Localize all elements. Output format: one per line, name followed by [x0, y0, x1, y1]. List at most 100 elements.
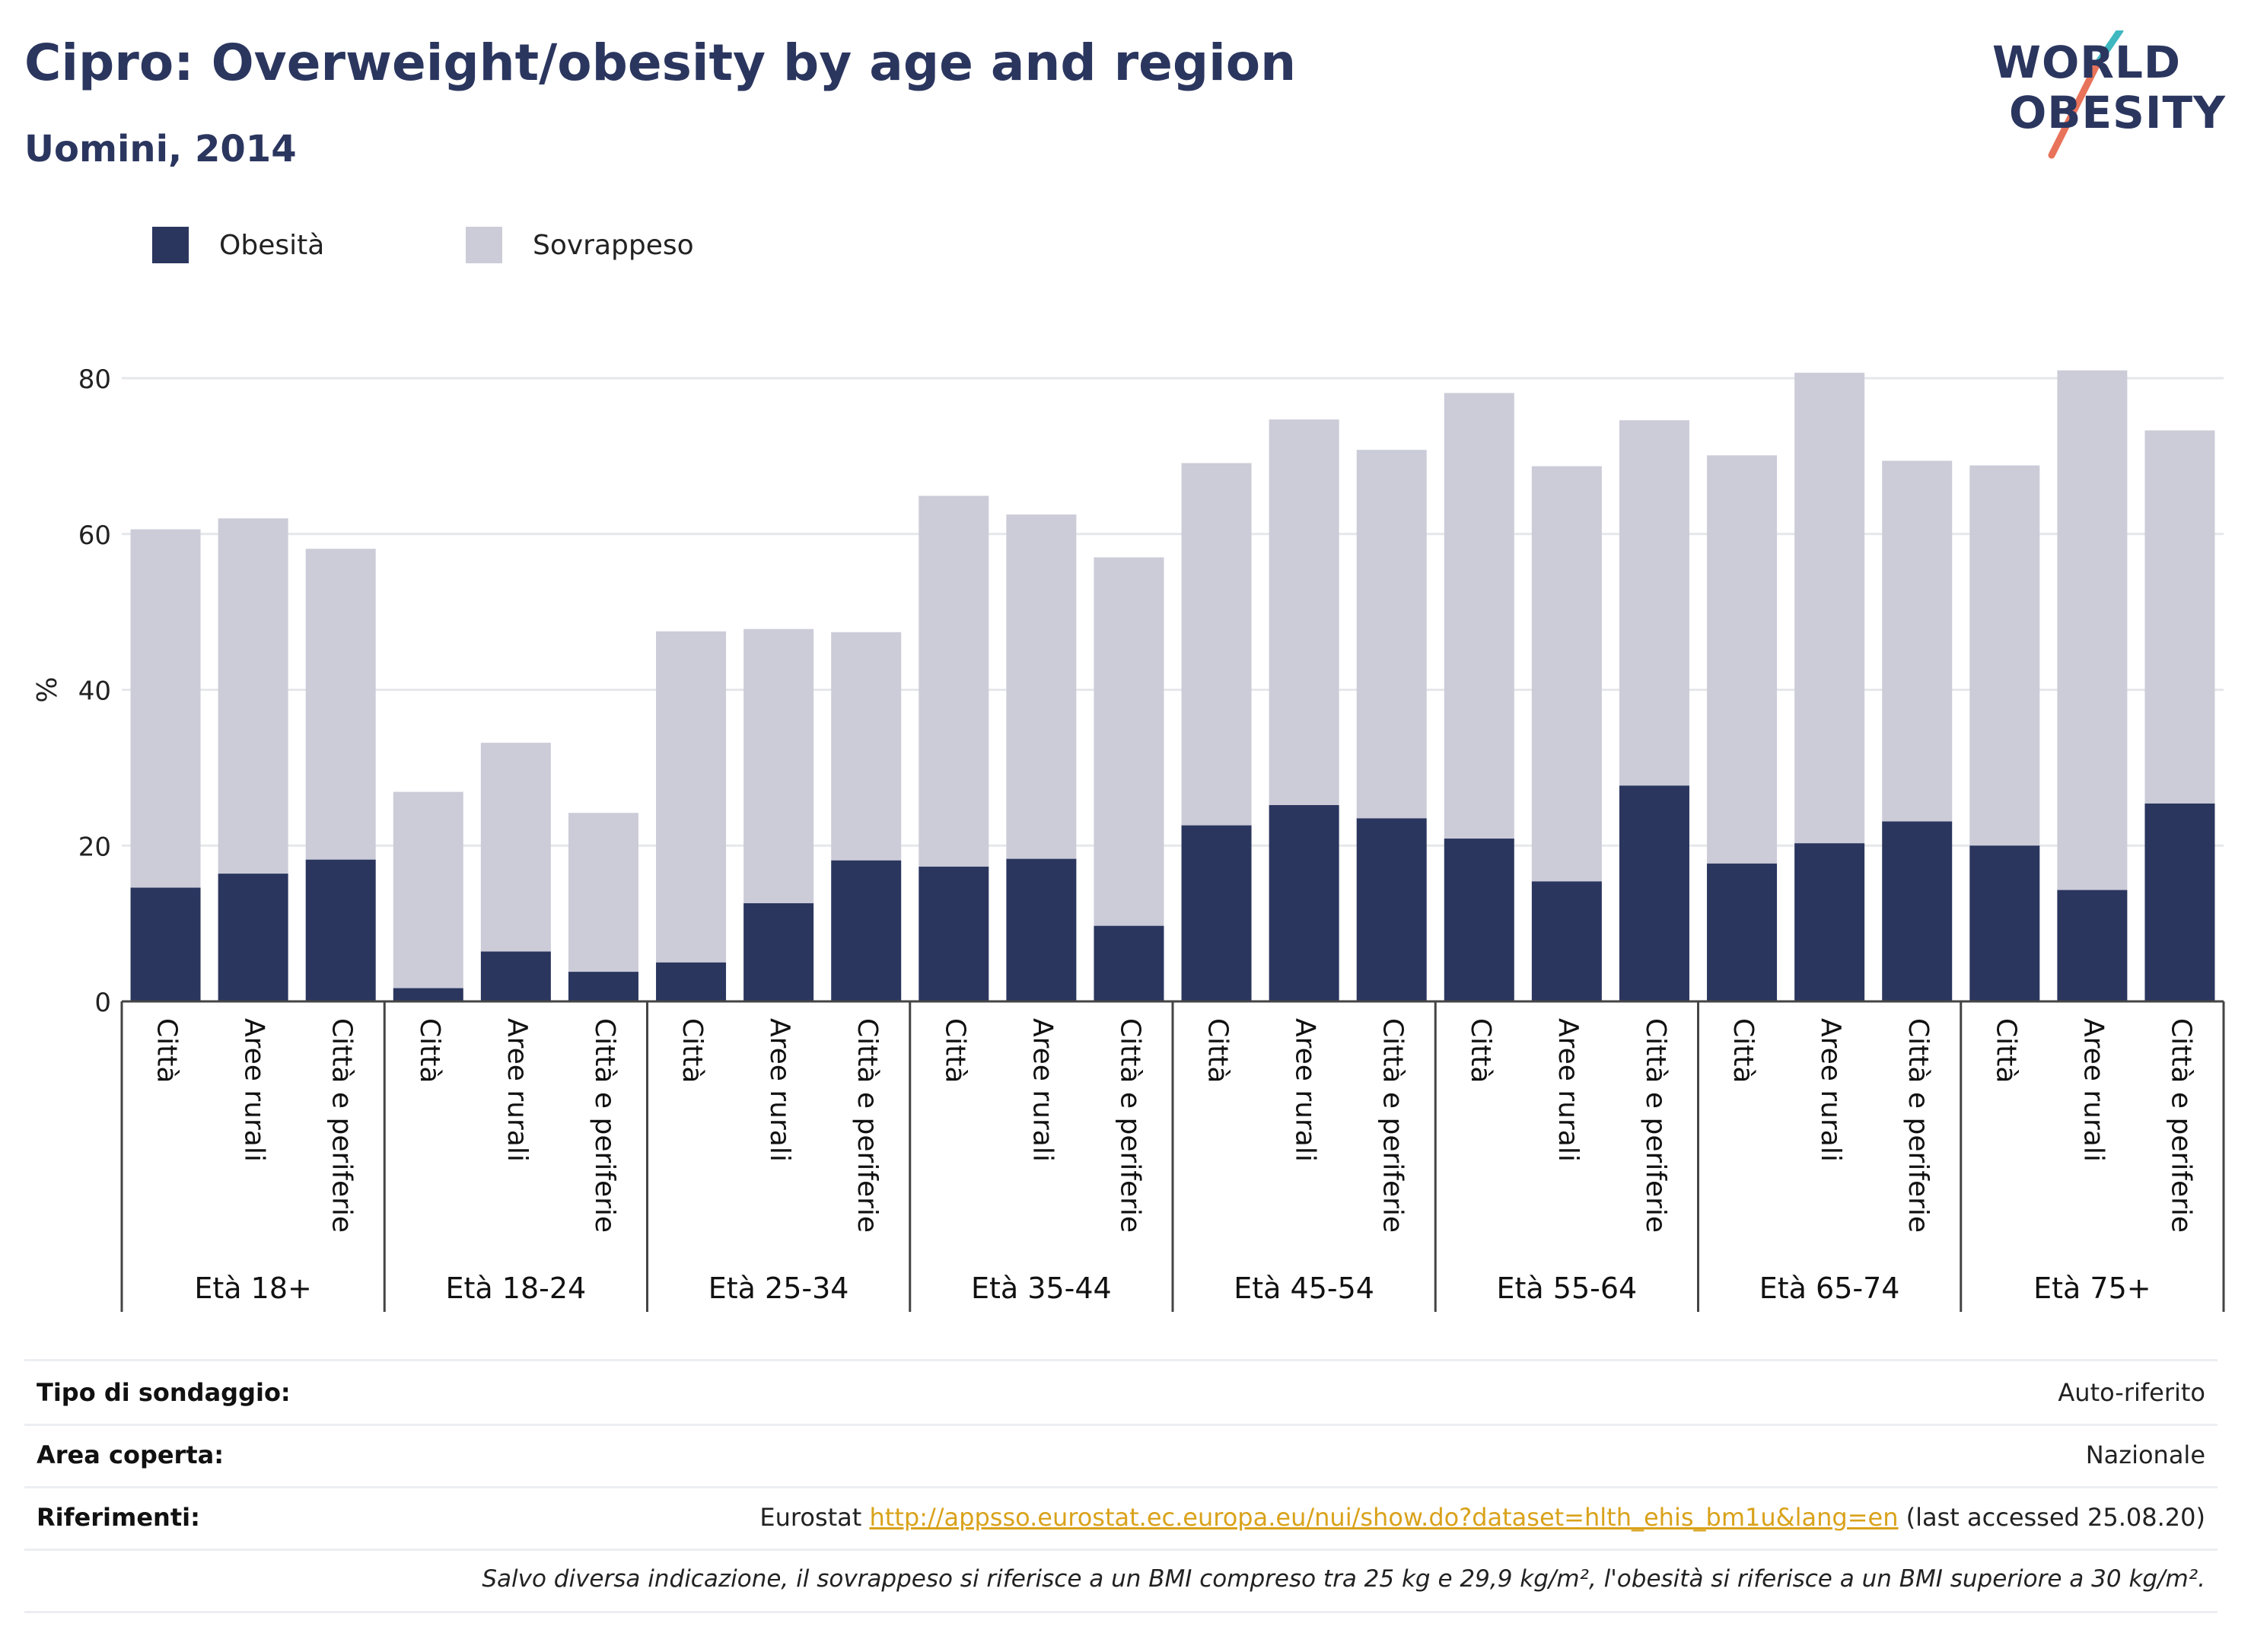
x-subcategory-label: Aree rurali	[239, 1018, 270, 1162]
logo-text-obesity: OBESITY	[2009, 87, 2227, 138]
x-subcategory-label: Aree rurali	[501, 1018, 533, 1162]
bar-obesity	[305, 859, 376, 1001]
references-accessed: (last accessed 25.08.20)	[1906, 1503, 2205, 1532]
references-label: Riferimenti:	[37, 1503, 200, 1532]
legend-label-obesity: Obesità	[219, 229, 325, 261]
bar-obesity	[656, 962, 727, 1001]
bar-obesity	[1707, 863, 1778, 1001]
bar-obesity	[743, 903, 814, 1001]
bar-overweight	[1882, 460, 1953, 822]
x-group-label: Età 18+	[194, 1272, 311, 1305]
x-group-label: Età 18-24	[446, 1272, 587, 1305]
bar-obesity	[1094, 925, 1164, 1001]
legend-label-overweight: Sovrappeso	[533, 229, 694, 261]
x-subcategory-label: Città e periferie	[1114, 1018, 1145, 1233]
x-subcategory-label: Città	[1465, 1018, 1496, 1083]
x-subcategory-label: Città	[939, 1018, 970, 1083]
x-subcategory-label: Città	[1727, 1018, 1759, 1083]
chart-subtitle: Uomini, 2014	[24, 128, 297, 170]
bar-overweight	[1969, 465, 2040, 846]
bar-obesity	[1269, 805, 1339, 1001]
y-tick-label: 60	[78, 520, 111, 551]
x-subcategory-label: Aree rurali	[1815, 1018, 1846, 1162]
bmi-note: Salvo diversa indicazione, il sovrappeso…	[482, 1565, 2205, 1593]
survey-type-label: Tipo di sondaggio:	[37, 1378, 291, 1407]
bar-obesity	[1619, 785, 1689, 1001]
info-row-references: Riferimenti: Eurostat http://appsso.euro…	[24, 1486, 2218, 1551]
world-obesity-logo: WORLD OBESITY	[1979, 30, 2230, 160]
coverage-label: Area coperta:	[37, 1440, 224, 1469]
bar-overweight	[1269, 419, 1339, 806]
bar-overweight	[1006, 514, 1077, 859]
y-tick-label: 80	[78, 364, 111, 395]
x-subcategory-label: Città e periferie	[326, 1018, 358, 1233]
bar-obesity	[1181, 825, 1252, 1001]
bar-overweight	[743, 629, 814, 904]
bar-obesity	[480, 951, 551, 1001]
x-subcategory-label: Aree rurali	[764, 1018, 795, 1162]
bar-obesity	[1356, 818, 1427, 1001]
bar-overweight	[2144, 430, 2215, 804]
bar-overweight	[218, 518, 288, 874]
bar-obesity	[831, 860, 902, 1001]
x-subcategory-label: Città e periferie	[2165, 1018, 2196, 1233]
x-group-label: Età 75+	[2033, 1272, 2151, 1305]
references-source: Eurostat	[759, 1503, 862, 1532]
survey-type-value: Auto-riferito	[2058, 1378, 2205, 1407]
bar-overweight	[2057, 370, 2128, 890]
x-group-label: Età 45-54	[1234, 1272, 1374, 1305]
bar-obesity	[1794, 843, 1865, 1001]
references-value: Eurostat http://appsso.eurostat.ec.europ…	[759, 1503, 2205, 1532]
references-link[interactable]: http://appsso.eurostat.ec.europa.eu/nui/…	[869, 1503, 1899, 1532]
info-row-note: Salvo diversa indicazione, il sovrappeso…	[24, 1549, 2218, 1613]
x-subcategory-label: Città	[1990, 1018, 2021, 1083]
bar-obesity	[1444, 839, 1514, 1001]
bar-overweight	[568, 813, 638, 972]
bar-overweight	[480, 743, 551, 952]
bar-obesity	[919, 866, 989, 1001]
coverage-value: Nazionale	[2085, 1440, 2205, 1469]
bar-obesity	[393, 988, 463, 1001]
bar-obesity	[568, 972, 638, 1001]
bar-obesity	[1882, 821, 1953, 1001]
x-subcategory-label: Città e periferie	[1377, 1018, 1409, 1233]
bar-obesity	[1531, 881, 1602, 1001]
y-tick-label: 0	[94, 988, 111, 1018]
x-group-label: Età 55-64	[1497, 1272, 1638, 1305]
chart-title: Cipro: Overweight/obesity by age and reg…	[24, 33, 1297, 92]
x-subcategory-label: Città	[1202, 1018, 1234, 1083]
x-group-label: Età 25-34	[708, 1272, 849, 1305]
logo-slash-icon	[2048, 30, 2124, 159]
x-subcategory-label: Città e periferie	[1640, 1018, 1671, 1233]
bar-obesity	[1969, 845, 2040, 1001]
logo-text-world: WORLD	[1992, 37, 2182, 88]
stacked-bar-chart: 0 20 40 60 80% Città Aree rurali Città e perife…	[32, 364, 2225, 1312]
y-tick-label: 40	[78, 676, 111, 707]
bar-overweight	[1619, 420, 1689, 786]
bar-obesity	[1006, 858, 1077, 1001]
x-subcategory-label: Città e periferie	[1902, 1018, 1934, 1233]
bar-overweight	[1444, 393, 1514, 839]
bar-overweight	[831, 632, 902, 861]
bar-obesity	[130, 887, 201, 1001]
bar-overweight	[1094, 557, 1164, 926]
legend-item-obesity: Obesità	[152, 227, 324, 263]
legend-swatch-overweight	[466, 227, 502, 263]
x-subcategory-label: Città	[151, 1018, 183, 1083]
x-subcategory-label: Aree rurali	[1027, 1018, 1058, 1162]
bar-overweight	[1181, 463, 1252, 826]
x-subcategory-label: Aree rurali	[1290, 1018, 1321, 1162]
x-subcategory-label: Città e periferie	[589, 1018, 620, 1233]
bar-overweight	[1356, 450, 1427, 819]
x-subcategory-label: Città e periferie	[852, 1018, 883, 1233]
bar-overweight	[393, 791, 463, 988]
bar-obesity	[2057, 890, 2128, 1001]
x-subcategory-label: Città	[414, 1018, 445, 1083]
info-row-coverage: Area coperta: Nazionale	[24, 1424, 2218, 1488]
x-subcategory-label: Aree rurali	[1552, 1018, 1584, 1162]
bar-overweight	[919, 495, 989, 867]
bar-obesity	[218, 874, 288, 1001]
y-tick-label: 20	[78, 832, 111, 862]
bar-overweight	[130, 529, 201, 888]
bar-overweight	[305, 549, 376, 860]
